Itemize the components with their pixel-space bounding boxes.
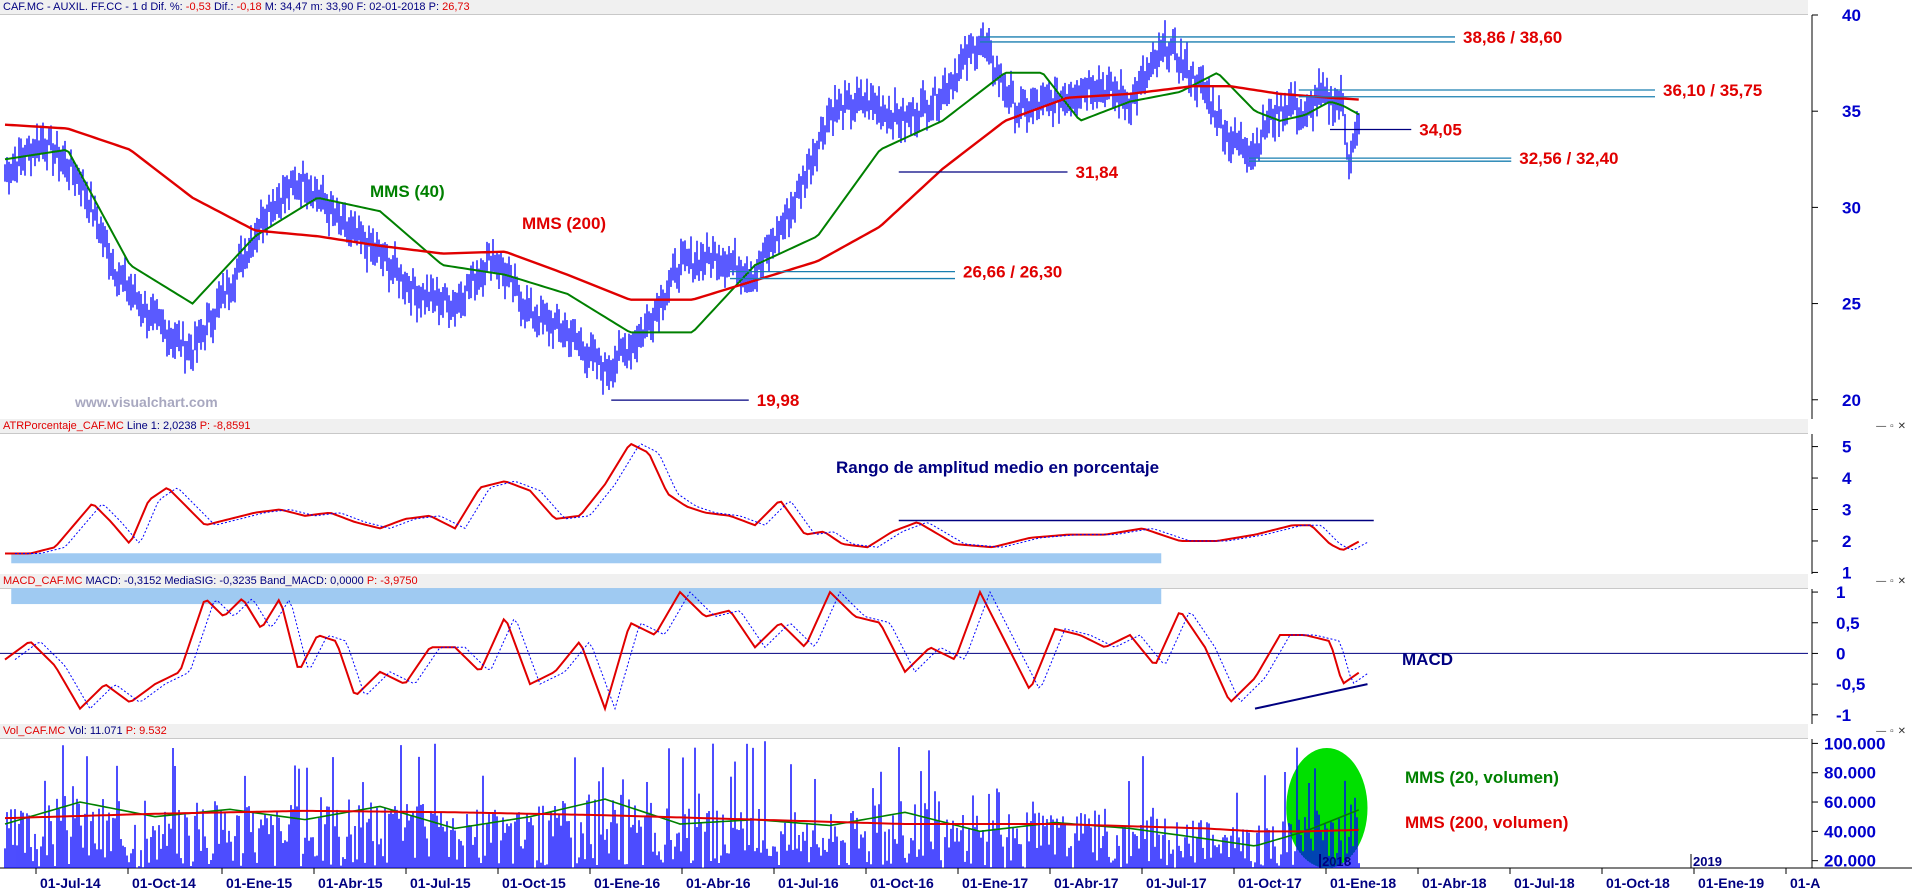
x-tick-label: 01-Ene-15	[226, 875, 292, 891]
x-tick-label: 01-Ene-18	[1330, 875, 1396, 891]
watermark: www.visualchart.com	[74, 394, 218, 410]
dif-label: Dif.:	[213, 1, 234, 13]
macd-p-value: P: -3,9750	[366, 575, 418, 587]
vol-tick-label: 20.000	[1824, 852, 1876, 871]
year-label: 2018	[1322, 854, 1351, 869]
level-label: 26,66 / 26,30	[963, 263, 1062, 282]
price-panel-header: CAF.MC - AUXIL. FF.CC - 1 d Dif. %: -0,5…	[0, 0, 1808, 15]
x-tick-label: 01-Jul-14	[40, 875, 101, 891]
vol-name: Vol_CAF.MC	[3, 725, 66, 737]
price-tick-label: 30	[1842, 198, 1861, 217]
mms40-annotation: MMS (40)	[370, 182, 445, 201]
macd-panel-header: MACD_CAF.MC MACD: -0,3152 MediaSIG: -0,3…	[0, 574, 1808, 589]
price-tick-label: 40	[1842, 6, 1861, 25]
atr-title: Rango de amplitud medio en porcentaje	[836, 458, 1159, 477]
macd-title: MACD	[1402, 650, 1453, 669]
dif-pct-value: -0,53	[185, 1, 211, 13]
vol-mms200-line	[4, 809, 1359, 833]
macd-value: MACD: -0,3152	[85, 575, 162, 587]
price-tick-label: 25	[1842, 295, 1861, 314]
x-tick-label: 01-Oct-17	[1238, 875, 1302, 891]
vol-tick-label: 60.000	[1824, 793, 1876, 812]
macd-divergence-line	[1254, 683, 1368, 710]
vol-mms20-line	[4, 798, 1360, 847]
level-label: 34,05	[1419, 120, 1462, 139]
x-tick-label: 01-Ene-16	[594, 875, 660, 891]
x-tick-label: 01-Ene-19	[1698, 875, 1764, 891]
x-tick-label: 01-Jul-18	[1514, 875, 1575, 891]
dif-value: -0,18	[236, 1, 262, 13]
year-label: 2019	[1693, 854, 1722, 869]
macd-tick-label: -0,5	[1836, 675, 1865, 694]
vol-panel-header: Vol_CAF.MC Vol: 11.071 P: 9.532	[0, 724, 1808, 739]
price-tick-label: 35	[1842, 102, 1861, 121]
x-tick-label: 01-Oct-14	[132, 875, 196, 891]
macd-name: MACD_CAF.MC	[3, 575, 83, 587]
macd-tick-label: 0	[1836, 644, 1845, 663]
x-tick-label: 01-Oct-16	[870, 875, 934, 891]
mms200-line	[4, 84, 1359, 301]
level-label: 32,56 / 32,40	[1519, 149, 1618, 168]
x-tick-label: 01-Ene-17	[962, 875, 1028, 891]
level-label: 19,98	[757, 391, 800, 410]
date-value: F: 02-01-2018	[356, 1, 426, 13]
atr-signal-line	[15, 443, 1369, 555]
atr-panel-header: ATRPorcentaje_CAF.MC Line 1: 2,0238 P: -…	[0, 419, 1808, 434]
macd-signal-line	[14, 590, 1370, 711]
atr-name: ATRPorcentaje_CAF.MC	[3, 420, 124, 432]
vol-tick-label: 40.000	[1824, 822, 1876, 841]
x-tick-label: 01-Abr-16	[686, 875, 751, 891]
vol-window-controls[interactable]: —▫✕	[1876, 726, 1910, 737]
atr-line-value: Line 1: 2,0238	[126, 420, 197, 432]
symbol-label: CAF.MC - AUXIL. FF.CC -	[3, 1, 129, 13]
macd-window-controls[interactable]: —▫✕	[1876, 576, 1910, 587]
price-tick-label: 20	[1842, 391, 1861, 410]
x-tick-label: 01-Oct-18	[1606, 875, 1670, 891]
p-label: P:	[428, 1, 440, 13]
atr-line	[5, 442, 1360, 555]
min-value: m: 33,90	[310, 1, 354, 13]
max-value: M: 34,47	[264, 1, 308, 13]
atr-tick-label: 2	[1842, 532, 1851, 551]
level-label: 36,10 / 35,75	[1663, 81, 1762, 100]
x-tick-label: 01-Abr-18	[1422, 875, 1487, 891]
macd-line	[4, 589, 1360, 712]
vol-tick-label: 100.000	[1824, 734, 1885, 753]
x-tick-label: 01-Oct-15	[502, 875, 566, 891]
macd-tick-label: 0,5	[1836, 614, 1860, 633]
atr-tick-label: 3	[1842, 501, 1851, 520]
mms40-line	[4, 71, 1360, 334]
atr-p-value: P: -8,8591	[199, 420, 251, 432]
x-tick-label: 01-Jul-15	[410, 875, 471, 891]
level-label: 38,86 / 38,60	[1463, 28, 1562, 47]
p-value: 26,73	[442, 1, 470, 13]
x-tick-label: 01-Abr-15	[318, 875, 383, 891]
x-tick-label: 01-A	[1790, 875, 1820, 891]
x-tick-label: 01-Jul-17	[1146, 875, 1207, 891]
period-label: 1 d	[131, 1, 148, 13]
atr-tick-label: 4	[1842, 469, 1852, 488]
macd-tick-label: 1	[1836, 583, 1845, 602]
atr-tick-label: 5	[1842, 438, 1851, 457]
dif-pct-label: Dif. %:	[150, 1, 183, 13]
x-tick-label: 01-Jul-16	[778, 875, 839, 891]
vol-mms200-legend: MMS (200, volumen)	[1405, 813, 1568, 832]
vol-mms20-legend: MMS (20, volumen)	[1405, 768, 1559, 787]
level-label: 31,84	[1076, 163, 1119, 182]
macd-shaded-band	[11, 588, 1162, 605]
mms200-annotation: MMS (200)	[522, 214, 606, 233]
macd-band-value: Band_MACD: 0,0000	[259, 575, 364, 587]
vol-tick-label: 80.000	[1824, 764, 1876, 783]
atr-window-controls[interactable]: —▫✕	[1876, 421, 1910, 432]
vol-p-value: P: 9.532	[125, 725, 167, 737]
macd-sig-value: MediaSIG: -0,3235	[164, 575, 257, 587]
atr-tick-label: 1	[1842, 563, 1851, 582]
x-tick-label: 01-Abr-17	[1054, 875, 1119, 891]
atr-shaded-band	[11, 553, 1162, 564]
vol-value: Vol: 11.071	[68, 725, 123, 737]
macd-tick-label: -1	[1836, 706, 1851, 725]
